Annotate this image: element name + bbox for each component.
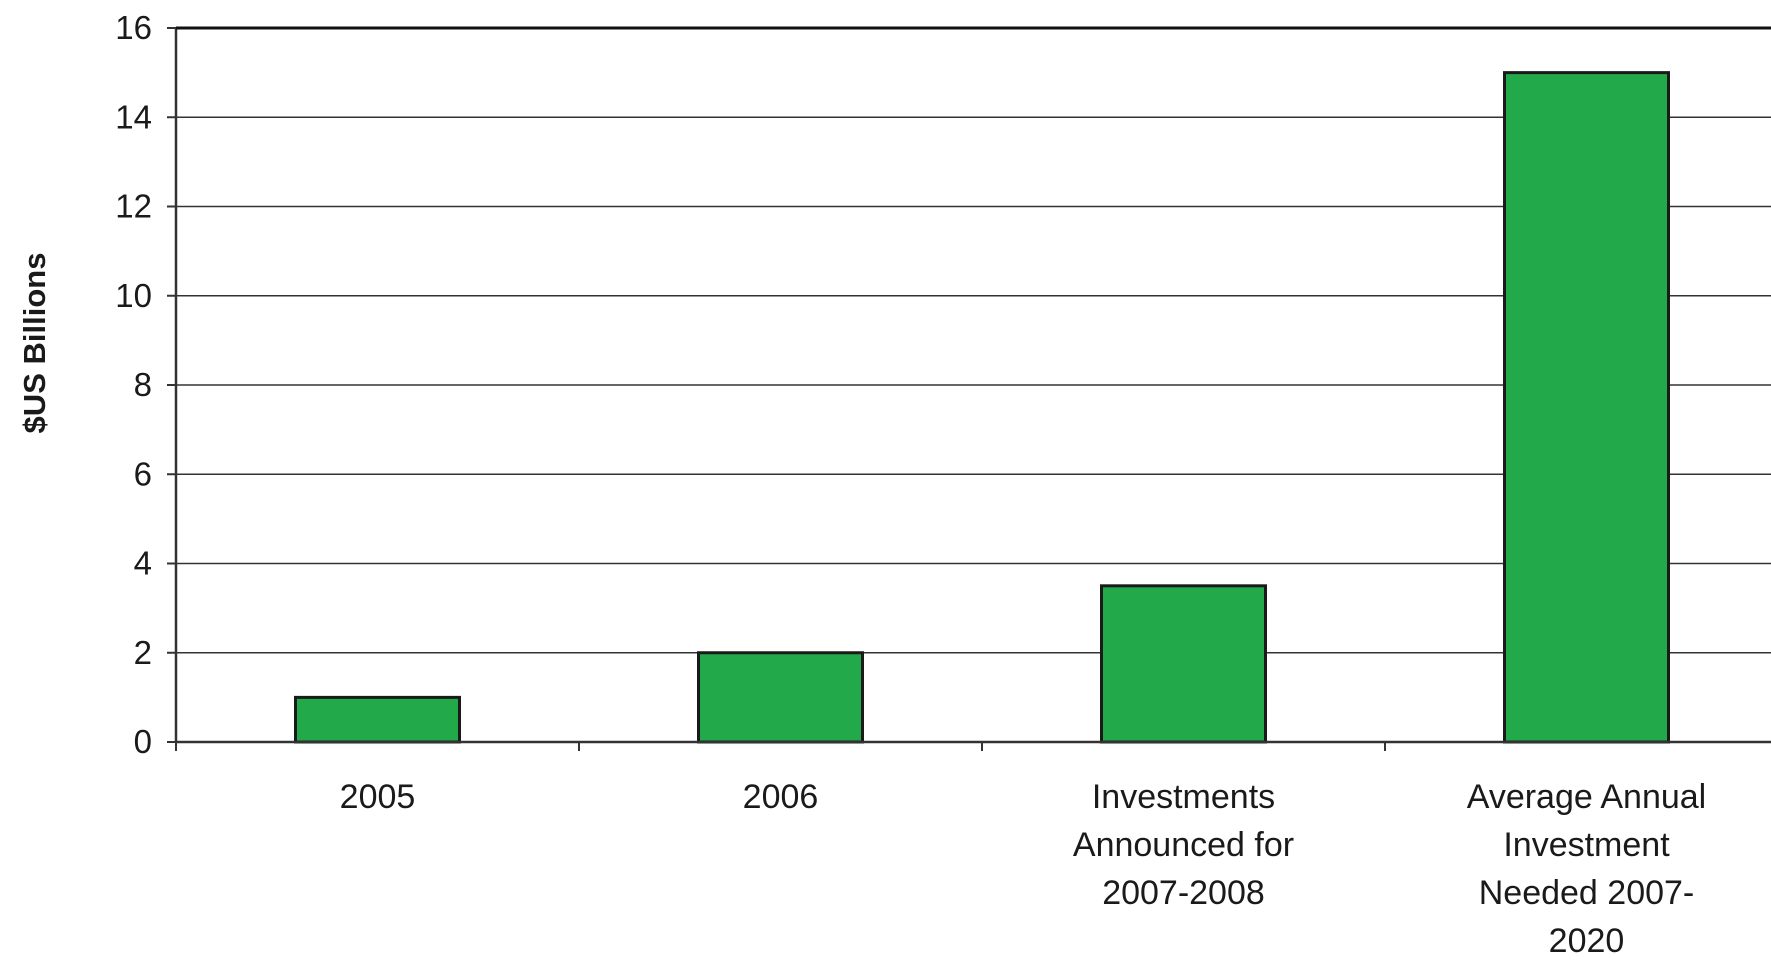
y-tick-label: 12 [115,188,152,225]
x-tick-label: Needed 2007- [1479,874,1695,912]
y-tick-label: 8 [134,366,152,403]
x-tick-label: Investment [1503,826,1670,864]
y-tick-label: 14 [115,98,152,135]
x-tick-label: Announced for [1073,826,1294,864]
bar [697,651,864,744]
x-tick-label: 2020 [1549,922,1625,960]
x-tick-label: 2005 [340,778,416,816]
x-tick-label: 2006 [743,778,819,816]
y-axis-label: $US Billions [17,253,52,434]
y-tick-label: 16 [115,9,152,46]
gridlines [176,27,1771,654]
bars [294,71,1670,744]
y-tick-label: 0 [134,723,152,760]
y-tick-labels: 0 2 4 6 8 10 12 14 16 [115,9,152,760]
axes [167,26,1771,751]
x-tick-label: 2007-2008 [1102,874,1265,912]
bar [294,695,461,744]
x-tick-label: Investments [1092,778,1275,816]
y-tick-label: 2 [134,634,152,671]
bar [1100,584,1267,744]
y-tick-label: 6 [134,455,152,492]
x-tick-labels: 2005 2006 Investments Announced for 2007-200… [340,778,1707,960]
bar [1503,71,1670,744]
x-tick-label: Average Annual [1467,778,1706,816]
y-tick-label: 10 [115,277,152,314]
y-tick-label: 4 [134,545,152,582]
